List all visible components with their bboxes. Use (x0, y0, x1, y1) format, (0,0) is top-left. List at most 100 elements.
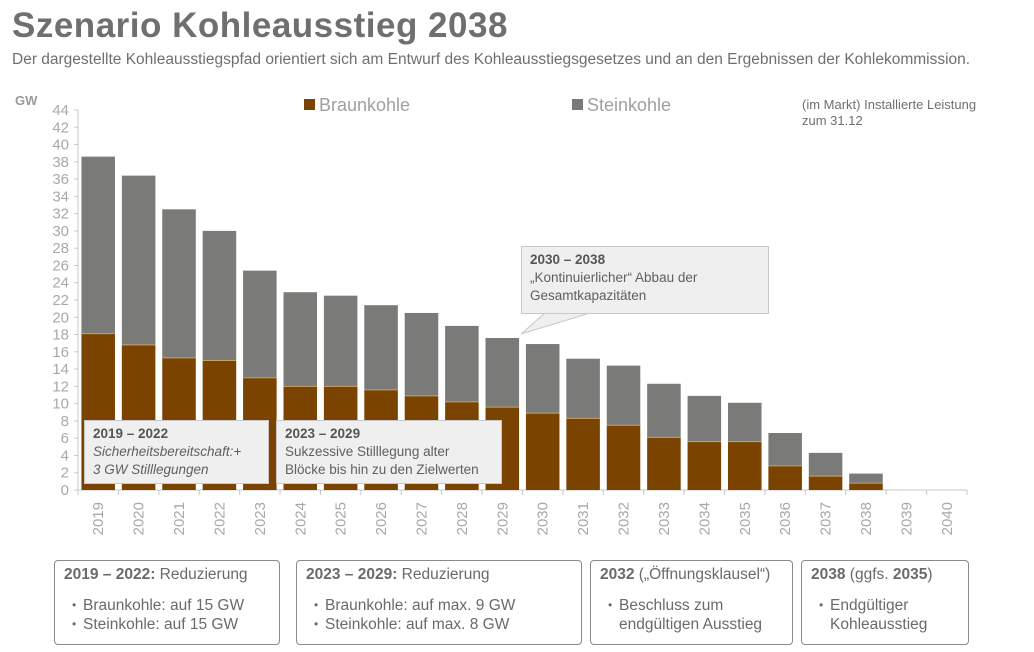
bar-braunkohle-2036 (768, 465, 802, 490)
y-tick-label: 36 (52, 171, 69, 188)
bar-steinkohle-2038 (849, 473, 883, 484)
callout-head: 2030 – 2038 (530, 252, 606, 267)
y-tick-label: 14 (52, 361, 69, 378)
bar-steinkohle-2025 (323, 295, 358, 387)
bar-braunkohle-2032 (606, 425, 641, 490)
legend-label: Steinkohle (587, 95, 672, 115)
y-axis-unit: GW (15, 93, 38, 108)
y-tick-label: 40 (52, 137, 69, 154)
callout-2030-2038: 2030 – 2038 „Kontinuierlicher“ Abbau der… (521, 246, 769, 314)
bar-steinkohle-2037 (808, 452, 843, 477)
legend-swatch-steinkohle (572, 99, 583, 110)
x-tick-label: 2021 (171, 502, 188, 535)
legend-swatch-braunkohle (304, 99, 315, 110)
x-tick-label: 2020 (131, 502, 148, 535)
infobox-bold: 2019 – 2022: (64, 566, 156, 583)
x-tick-label: 2022 (211, 502, 228, 535)
bar-chart: 0246810121416182022242628303234363840424… (52, 102, 968, 535)
x-tick-label: 2026 (373, 502, 390, 535)
bar-steinkohle-2031 (566, 358, 600, 419)
bar-steinkohle-2024 (283, 292, 318, 387)
y-tick-label: 8 (61, 413, 69, 430)
infobox-heading: („Öffnungsklausel“) (634, 566, 771, 583)
y-tick-label: 28 (52, 240, 69, 257)
bar-braunkohle-2034 (687, 441, 722, 490)
y-tick-label: 20 (52, 309, 69, 326)
x-tick-label: 2019 (90, 502, 107, 535)
infobox-heading: ) (927, 566, 933, 583)
callout-pointer (520, 312, 591, 335)
y-tick-label: 30 (52, 223, 69, 240)
y-tick-label: 2 (61, 465, 69, 482)
bar-braunkohle-2038 (849, 483, 883, 490)
x-tick-label: 2027 (413, 502, 430, 535)
x-tick-label: 2036 (777, 502, 794, 535)
y-tick-label: 0 (61, 482, 69, 499)
x-tick-label: 2030 (535, 502, 552, 535)
x-tick-label: 2034 (696, 502, 713, 535)
bar-steinkohle-2022 (202, 230, 237, 361)
y-tick-label: 22 (52, 292, 69, 309)
bar-steinkohle-2036 (768, 433, 802, 466)
callout-2019-2022: 2019 – 2022 Sicherheitsbereitschaft:+ 3 … (84, 420, 269, 484)
infobox-bullet: Braunkohle: auf max. 9 GW (314, 596, 572, 615)
x-tick-label: 2037 (818, 502, 835, 535)
infobox-bold: 2023 – 2029: (306, 566, 398, 583)
x-tick-label: 2038 (858, 502, 875, 535)
x-tick-label: 2033 (656, 502, 673, 535)
y-tick-label: 24 (52, 275, 69, 292)
callout-line: Blöcke bis hin zu den Zielwerten (285, 462, 479, 477)
y-tick-label: 44 (52, 102, 69, 119)
bar-braunkohle-2037 (808, 476, 843, 490)
callout-head: 2023 – 2029 (285, 426, 361, 441)
infobox-bullet: Steinkohle: auf 15 GW (72, 615, 270, 634)
bar-braunkohle-2033 (647, 437, 681, 490)
callout-line: Sukzessive Stilllegung alter (285, 444, 450, 459)
bar-braunkohle-2031 (566, 418, 600, 490)
y-tick-label: 42 (52, 119, 69, 136)
bar-steinkohle-2035 (727, 402, 762, 442)
legend-label: Braunkohle (319, 95, 411, 115)
infobox-bullet: Beschluss zum endgültigen Ausstieg (608, 596, 769, 634)
x-tick-label: 2023 (252, 502, 269, 535)
callout-head: 2019 – 2022 (93, 426, 169, 441)
x-tick-label: 2025 (333, 502, 350, 535)
x-tick-label: 2032 (616, 502, 633, 535)
infobox-bold: 2032 (600, 566, 635, 583)
legend-item-braunkohle: Braunkohle (304, 95, 410, 116)
x-tick-label: 2028 (454, 502, 471, 535)
chart-title: Szenario Kohleausstieg 2038 (12, 6, 508, 45)
bar-steinkohle-2030 (525, 344, 560, 414)
legend-item-steinkohle: Steinkohle (572, 95, 671, 116)
infobox-heading: Reduzierung (397, 566, 490, 583)
y-tick-label: 16 (52, 344, 69, 361)
infobox-2032: 2032 („Öffnungsklausel“) Beschluss zum e… (590, 560, 793, 645)
x-tick-label: 2031 (575, 502, 592, 535)
bar-steinkohle-2019 (81, 156, 115, 334)
bar-braunkohle-2035 (727, 441, 762, 490)
infobox-2019-2022: 2019 – 2022: Reduzierung Braunkohle: auf… (54, 560, 280, 645)
bar-steinkohle-2028 (445, 325, 479, 402)
infobox-bold: 2038 (811, 566, 846, 583)
bar-steinkohle-2032 (606, 365, 641, 426)
x-tick-label: 2035 (737, 502, 754, 535)
callout-2023-2029: 2023 – 2029 Sukzessive Stilllegung alter… (276, 420, 502, 484)
y-tick-label: 6 (61, 430, 69, 447)
y-tick-label: 34 (52, 188, 69, 205)
bar-steinkohle-2034 (687, 395, 722, 442)
y-tick-label: 4 (61, 447, 69, 464)
callout-line: 3 GW Stilllegungen (93, 462, 209, 477)
bar-steinkohle-2021 (162, 209, 196, 358)
bar-steinkohle-2026 (364, 305, 398, 390)
chart-note: (im Markt) Installierte Leistung zum 31.… (802, 97, 977, 128)
y-tick-label: 32 (52, 206, 69, 223)
y-tick-label: 38 (52, 154, 69, 171)
callout-line: „Kontinuierlicher“ Abbau der (530, 270, 698, 285)
infobox-heading: Reduzierung (155, 566, 248, 583)
x-tick-label: 2039 (898, 502, 915, 535)
bar-braunkohle-2030 (525, 413, 560, 490)
y-tick-label: 10 (52, 396, 69, 413)
x-tick-label: 2024 (292, 502, 309, 535)
callout-line: Sicherheitsbereitschaft:+ (93, 444, 242, 459)
x-tick-label: 2029 (494, 502, 511, 535)
